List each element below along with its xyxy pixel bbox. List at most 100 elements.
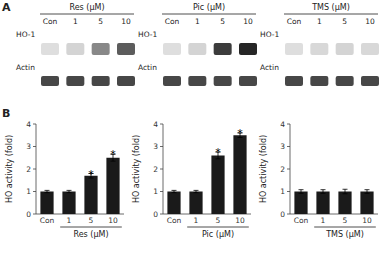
y-tick-label: 1 — [153, 187, 158, 196]
y-tick — [33, 146, 36, 147]
error-bar — [194, 190, 199, 192]
error-line — [323, 190, 324, 194]
significance-star: * — [215, 146, 221, 159]
y-tick-label: 2 — [280, 165, 285, 174]
blot-band — [239, 43, 257, 55]
error-bar — [299, 190, 304, 194]
blot-band — [310, 43, 328, 55]
blot-band — [92, 43, 110, 55]
blot-title: TMS (μM) — [311, 3, 350, 12]
error-cap — [299, 189, 304, 190]
error-cap — [45, 192, 50, 193]
lane-label: 10 — [243, 17, 253, 26]
significance-star: * — [237, 127, 243, 140]
error-cap — [194, 190, 199, 191]
title-bracket — [284, 14, 378, 15]
error-line — [367, 190, 368, 194]
x-tick-label: 5 — [216, 216, 221, 225]
blot-band — [163, 76, 181, 86]
blot-band — [188, 76, 206, 86]
y-tick-label: 2 — [26, 165, 31, 174]
y-tick — [33, 214, 36, 215]
y-tick-label: 1 — [280, 187, 285, 196]
x-axis-label: TMS (μM) — [325, 230, 364, 239]
y-tick — [287, 214, 290, 215]
y-axis-label: HO activity (fold) — [132, 135, 141, 203]
figure: ARes (μM)Con1510HO-1ActinPic (μM)Con1510… — [0, 0, 382, 254]
blot-panel: Pic (μM)Con1510HO-1Actin — [138, 3, 257, 86]
band-label: Actin — [260, 63, 279, 72]
y-tick — [160, 124, 163, 125]
x-tick-label: 1 — [321, 216, 326, 225]
blot-title: Pic (μM) — [193, 3, 225, 12]
blot-band — [310, 76, 328, 86]
bar — [84, 176, 97, 214]
y-tick-label: 1 — [26, 187, 31, 196]
lane-label: 5 — [220, 17, 225, 26]
y-tick — [287, 169, 290, 170]
bar — [106, 158, 119, 214]
bar — [62, 192, 75, 215]
band-label: HO-1 — [138, 30, 157, 39]
blot-band — [214, 43, 232, 55]
blot-band — [117, 76, 135, 86]
blot-title: Res (μM) — [69, 3, 104, 12]
blot-band — [336, 43, 354, 55]
blot-band — [336, 76, 354, 86]
y-tick-label: 3 — [26, 142, 31, 151]
lane-label: 10 — [365, 17, 375, 26]
y-tick-label: 3 — [153, 142, 158, 151]
band-label: Actin — [16, 63, 35, 72]
blot-band — [188, 43, 206, 55]
x-tick-label: Con — [294, 216, 309, 225]
bar — [360, 192, 373, 215]
x-bracket — [187, 227, 249, 228]
x-tick-label: Con — [40, 216, 55, 225]
bar — [40, 192, 53, 215]
significance-star: * — [110, 148, 116, 161]
blot-band — [66, 76, 84, 86]
blot-panel: TMS (μM)Con1510HO-1Actin — [260, 3, 379, 86]
bar — [233, 135, 246, 214]
band-label: HO-1 — [260, 30, 279, 39]
blot-band — [92, 76, 110, 86]
error-line — [301, 190, 302, 194]
x-tick-label: 10 — [235, 216, 245, 225]
lane-label: 1 — [73, 17, 78, 26]
error-cap — [67, 192, 72, 193]
x-tick-label: 5 — [343, 216, 348, 225]
x-bracket — [60, 227, 122, 228]
y-tick — [287, 146, 290, 147]
y-tick-label: 4 — [280, 120, 285, 129]
error-cap — [365, 193, 370, 194]
blot-band — [239, 76, 257, 86]
blot-band — [285, 43, 303, 55]
bar — [211, 156, 224, 215]
blot-band — [66, 43, 84, 55]
lane-label: Con — [165, 17, 180, 26]
y-tick — [287, 191, 290, 192]
y-tick — [160, 146, 163, 147]
x-axis-label: Res (μM) — [73, 230, 108, 239]
error-cap — [343, 189, 348, 190]
x-tick-label: 10 — [362, 216, 372, 225]
y-tick-label: 3 — [280, 142, 285, 151]
y-tick-label: 0 — [153, 210, 158, 219]
blot-band — [163, 43, 181, 55]
title-bracket — [162, 14, 256, 15]
blot-band — [214, 76, 232, 86]
error-bar — [45, 190, 50, 192]
blot-band — [41, 43, 59, 55]
significance-star: * — [88, 168, 94, 181]
y-tick-label: 4 — [153, 120, 158, 129]
error-bar — [67, 190, 72, 192]
plot-area — [167, 133, 246, 214]
y-tick-label: 0 — [26, 210, 31, 219]
bar-panel: B01234HO activity (fold)Con1510**Res (μM… — [2, 107, 124, 239]
blot-band — [117, 43, 135, 55]
y-axis-label: HO activity (fold) — [259, 135, 268, 203]
x-tick-label: 1 — [194, 216, 199, 225]
error-bar — [343, 189, 348, 194]
title-bracket — [40, 14, 134, 15]
y-tick-label: 2 — [153, 165, 158, 174]
